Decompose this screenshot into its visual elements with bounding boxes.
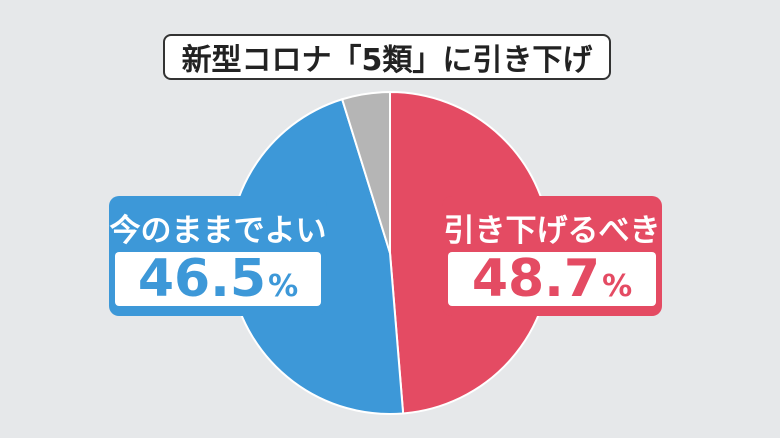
label-caption-keep-as-is: 今のままでよい [109,212,327,249]
percent-unit: % [602,269,633,304]
pie-slice-other [340,90,391,254]
data-label-keep-as-is: 46.5 [137,249,267,309]
percent-unit: % [268,269,299,304]
label-box-keep-as-is: 今のままでよい 46.5% [109,196,327,316]
label-value-box-should-downgrade: 48.7% [448,252,656,306]
chart-title: 新型コロナ「5類」に引き下げ [163,34,611,80]
data-label-should-downgrade: 48.7 [471,249,601,309]
label-box-should-downgrade: 引き下げるべき 48.7% [442,196,662,316]
label-caption-should-downgrade: 引き下げるべき [443,212,661,249]
label-value-box-keep-as-is: 46.5% [115,252,321,306]
